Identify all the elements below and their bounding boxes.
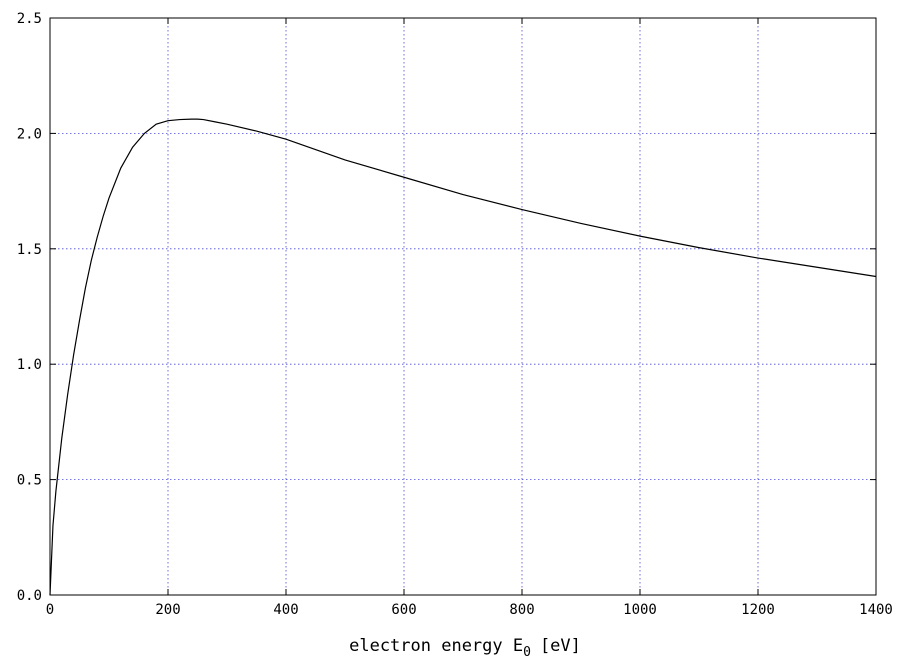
y-tick-label: 2.5 [17,11,42,27]
series-layer [49,118,877,596]
y-tick-label: 0.5 [17,473,42,489]
axes [49,17,877,596]
x-tick-label: 0 [46,602,54,618]
y-tick-label: 2.0 [17,126,42,142]
x-tick-label: 200 [155,602,180,618]
series-line [49,118,877,596]
x-tick-label: 1400 [859,602,893,618]
x-tick-label: 800 [509,602,534,618]
y-tick-label: 1.0 [17,357,42,373]
x-tick-label: 400 [273,602,298,618]
x-axis-label-main: electron energy E [349,636,523,656]
x-tick-label: 600 [391,602,416,618]
x-axis-label-subscript: 0 [523,645,531,656]
x-tick-label: 1000 [623,602,657,618]
x-axis-label: electron energy E0 [eV] [349,636,581,656]
plot-frame [49,17,877,596]
x-axis-label-unit: [eV] [540,636,581,656]
y-tick-label: 1.5 [17,242,42,258]
y-tick-label: 0.0 [17,588,42,604]
grid [50,18,876,595]
x-tick-label: 1200 [741,602,775,618]
tick-labels: 0 200 400 600 800 1000 1200 1400 0.0 0.5 1.0 1.5 2.0… [17,11,893,618]
